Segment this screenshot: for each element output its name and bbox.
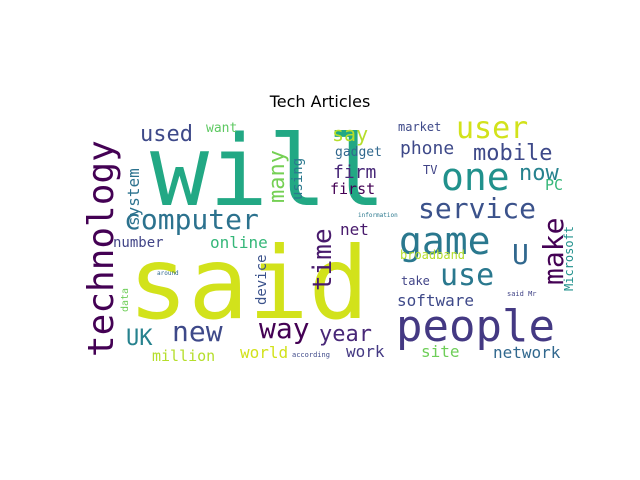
word-many: many — [265, 150, 290, 203]
word-number: number — [113, 235, 164, 251]
word-want: want — [206, 121, 237, 136]
word-million: million — [152, 347, 215, 365]
word-software: software — [397, 291, 474, 310]
word-phone: phone — [400, 138, 454, 159]
word-mobile: mobile — [473, 141, 552, 166]
word-data: data — [120, 288, 131, 312]
word-one: one — [441, 155, 510, 199]
word-take: take — [401, 274, 430, 288]
word-technology: technology — [81, 140, 122, 357]
word-game: game — [399, 219, 491, 263]
word-market: market — [398, 120, 441, 134]
word-site: site — [421, 342, 460, 361]
word-computer: computer — [124, 203, 259, 236]
word-according: according — [292, 351, 330, 359]
word-around: around — [157, 270, 179, 277]
word-network: network — [493, 343, 561, 362]
word-user: user — [456, 111, 528, 146]
word-device: device — [254, 254, 270, 305]
word-said-mr: said Mr — [507, 290, 537, 298]
word-online: online — [210, 233, 268, 252]
word-time: time — [308, 228, 338, 291]
word-first: first — [330, 180, 375, 198]
word-work: work — [346, 342, 385, 361]
word-uk: UK — [126, 326, 153, 351]
word-service: service — [418, 192, 536, 225]
word-using: using — [290, 158, 306, 200]
word-net: net — [340, 220, 369, 239]
word-people: people — [396, 301, 555, 352]
word-information: information — [358, 212, 398, 219]
word-pc: PC — [545, 176, 563, 194]
word-world: world — [240, 343, 288, 362]
word-tv: TV — [423, 163, 437, 177]
word-will: will — [150, 115, 386, 229]
word-microsoft: Microsoft — [562, 226, 576, 291]
word-used: used — [140, 122, 193, 147]
word-system: system — [124, 168, 143, 226]
word-gadget: gadget — [335, 145, 382, 160]
word-broadband: broadband — [400, 248, 465, 262]
word-make: make — [537, 218, 570, 285]
word-now: now — [519, 161, 559, 186]
word-year: year — [319, 322, 372, 347]
word-new: new — [172, 315, 223, 348]
word-said: said — [128, 225, 369, 342]
chart-title: Tech Articles — [269, 92, 371, 111]
word-say: say — [332, 122, 368, 146]
word-use: use — [440, 258, 494, 293]
word-firm: firm — [333, 162, 376, 183]
word-u: U — [512, 238, 529, 271]
word-way: way — [259, 312, 310, 345]
